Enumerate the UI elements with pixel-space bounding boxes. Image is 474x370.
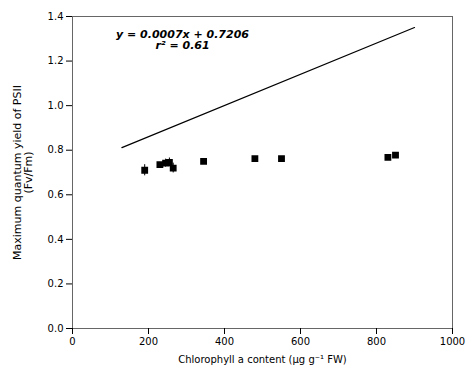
svg-text:1000: 1000 xyxy=(440,336,465,347)
svg-text:0.4: 0.4 xyxy=(48,234,64,245)
svg-text:200: 200 xyxy=(139,336,158,347)
svg-text:y = 0.0007x + 0.7206r² = 0.61: y = 0.0007x + 0.7206r² = 0.61 xyxy=(116,28,249,52)
svg-text:0: 0 xyxy=(69,336,75,347)
svg-text:1.4: 1.4 xyxy=(48,11,64,22)
svg-text:0.2: 0.2 xyxy=(48,278,64,289)
svg-text:0.0: 0.0 xyxy=(48,323,64,334)
svg-text:1.0: 1.0 xyxy=(48,100,64,111)
svg-text:Maximum quantum yield of PSII(: Maximum quantum yield of PSII(Fv/Fm) xyxy=(11,85,35,260)
svg-text:Chlorophyll a content (μg g⁻¹: Chlorophyll a content (μg g⁻¹ FW) xyxy=(178,354,347,365)
svg-text:1.2: 1.2 xyxy=(48,55,64,66)
svg-text:400: 400 xyxy=(215,336,234,347)
svg-text:800: 800 xyxy=(367,336,386,347)
svg-text:600: 600 xyxy=(291,336,310,347)
svg-text:0.8: 0.8 xyxy=(48,144,64,155)
svg-text:0.6: 0.6 xyxy=(48,189,64,200)
